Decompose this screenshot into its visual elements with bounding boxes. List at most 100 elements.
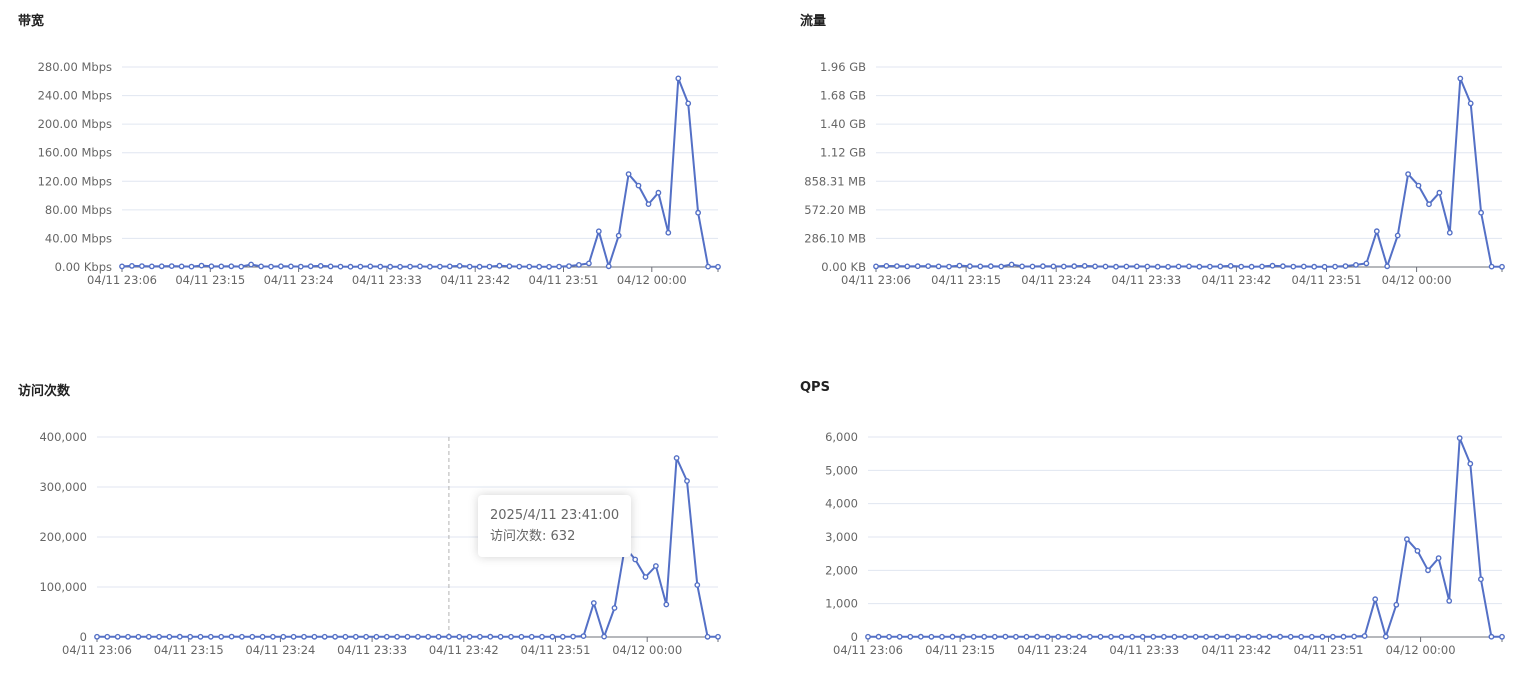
data-point[interactable] xyxy=(208,263,215,270)
data-point[interactable] xyxy=(1019,263,1026,270)
data-point[interactable] xyxy=(168,263,175,270)
data-point[interactable] xyxy=(104,633,111,640)
data-point[interactable] xyxy=(907,633,914,640)
data-point[interactable] xyxy=(1321,263,1328,270)
data-point[interactable] xyxy=(139,263,145,270)
data-point[interactable] xyxy=(601,633,607,640)
data-point[interactable] xyxy=(1113,263,1119,270)
data-point[interactable] xyxy=(559,633,566,640)
data-point[interactable] xyxy=(1405,171,1411,178)
data-point[interactable] xyxy=(925,263,932,270)
data-point[interactable] xyxy=(645,201,652,208)
data-point[interactable] xyxy=(904,263,911,270)
data-point[interactable] xyxy=(675,75,682,82)
data-point[interactable] xyxy=(1499,263,1505,270)
data-point[interactable] xyxy=(516,263,523,270)
data-point[interactable] xyxy=(259,633,266,640)
data-point[interactable] xyxy=(446,263,453,270)
data-point[interactable] xyxy=(1055,633,1062,640)
data-point[interactable] xyxy=(1196,263,1203,270)
data-point[interactable] xyxy=(595,228,602,235)
data-point[interactable] xyxy=(387,263,394,270)
data-point[interactable] xyxy=(394,633,400,640)
data-point[interactable] xyxy=(1446,597,1453,604)
data-point[interactable] xyxy=(1248,263,1255,270)
data-point[interactable] xyxy=(377,263,384,270)
data-point[interactable] xyxy=(1256,633,1262,640)
data-point[interactable] xyxy=(337,263,344,270)
data-point[interactable] xyxy=(896,633,903,640)
data-point[interactable] xyxy=(939,633,945,640)
requests-chart[interactable]: 0 100,000 200,000 300,000 400,000 04/11 23:06… xyxy=(18,380,778,678)
data-point[interactable] xyxy=(317,262,324,269)
data-point[interactable] xyxy=(590,600,597,606)
data-point[interactable] xyxy=(119,263,125,270)
data-point[interactable] xyxy=(487,633,494,640)
data-point[interactable] xyxy=(135,633,142,640)
data-point[interactable] xyxy=(894,263,900,270)
data-point[interactable] xyxy=(684,478,690,484)
data-point[interactable] xyxy=(1384,263,1391,270)
data-point[interactable] xyxy=(625,171,632,178)
data-point[interactable] xyxy=(445,633,452,640)
data-point[interactable] xyxy=(363,633,369,640)
data-point[interactable] xyxy=(715,263,721,270)
data-point[interactable] xyxy=(367,263,374,270)
data-point[interactable] xyxy=(605,263,612,270)
data-point[interactable] xyxy=(1467,460,1474,467)
data-point[interactable] xyxy=(1245,633,1252,640)
data-point[interactable] xyxy=(207,633,214,640)
data-point[interactable] xyxy=(178,263,185,270)
data-point[interactable] xyxy=(1118,633,1125,640)
data-point[interactable] xyxy=(935,263,942,270)
data-point[interactable] xyxy=(1097,633,1104,640)
data-point[interactable] xyxy=(506,263,513,270)
data-point[interactable] xyxy=(1436,189,1443,196)
data-point[interactable] xyxy=(1393,601,1400,608)
data-point[interactable] xyxy=(383,633,390,640)
data-point[interactable] xyxy=(1414,547,1421,554)
data-point[interactable] xyxy=(311,633,318,640)
data-point[interactable] xyxy=(228,263,235,270)
data-point[interactable] xyxy=(1290,263,1297,270)
data-point[interactable] xyxy=(1065,633,1072,640)
data-point[interactable] xyxy=(1279,263,1286,270)
data-point[interactable] xyxy=(249,633,256,640)
data-point[interactable] xyxy=(536,263,543,270)
data-point[interactable] xyxy=(1298,633,1305,640)
data-point[interactable] xyxy=(665,229,672,236)
data-point[interactable] xyxy=(642,574,649,580)
data-point[interactable] xyxy=(570,633,576,640)
data-point[interactable] xyxy=(417,263,423,270)
data-point[interactable] xyxy=(436,263,443,270)
data-point[interactable] xyxy=(1203,633,1209,640)
data-point[interactable] xyxy=(1467,100,1474,107)
data-point[interactable] xyxy=(1238,263,1245,270)
data-point[interactable] xyxy=(1034,633,1041,640)
data-point[interactable] xyxy=(1287,633,1294,640)
bandwidth-chart[interactable]: 0.00 Kbps 40.00 Mbps 80.00 Mbps 120.00 Mbps… xyxy=(18,10,778,310)
data-point[interactable] xyxy=(496,262,503,269)
data-point[interactable] xyxy=(1425,567,1431,574)
data-point[interactable] xyxy=(321,633,328,640)
data-point[interactable] xyxy=(425,633,432,640)
data-point[interactable] xyxy=(1363,260,1370,267)
data-point[interactable] xyxy=(1171,633,1178,640)
data-point[interactable] xyxy=(704,633,711,640)
data-point[interactable] xyxy=(1478,576,1484,583)
data-point[interactable] xyxy=(1008,261,1015,268)
data-point[interactable] xyxy=(705,263,711,270)
data-point[interactable] xyxy=(1060,263,1067,270)
data-point[interactable] xyxy=(1039,263,1046,270)
data-point[interactable] xyxy=(875,633,882,640)
data-point[interactable] xyxy=(518,633,525,640)
data-point[interactable] xyxy=(883,262,890,269)
data-point[interactable] xyxy=(586,260,592,267)
data-point[interactable] xyxy=(145,633,152,640)
data-point[interactable] xyxy=(332,633,338,640)
data-point[interactable] xyxy=(694,582,701,588)
data-point[interactable] xyxy=(1044,633,1051,640)
data-point[interactable] xyxy=(632,556,639,563)
data-point[interactable] xyxy=(1160,633,1167,640)
data-point[interactable] xyxy=(1404,536,1410,543)
